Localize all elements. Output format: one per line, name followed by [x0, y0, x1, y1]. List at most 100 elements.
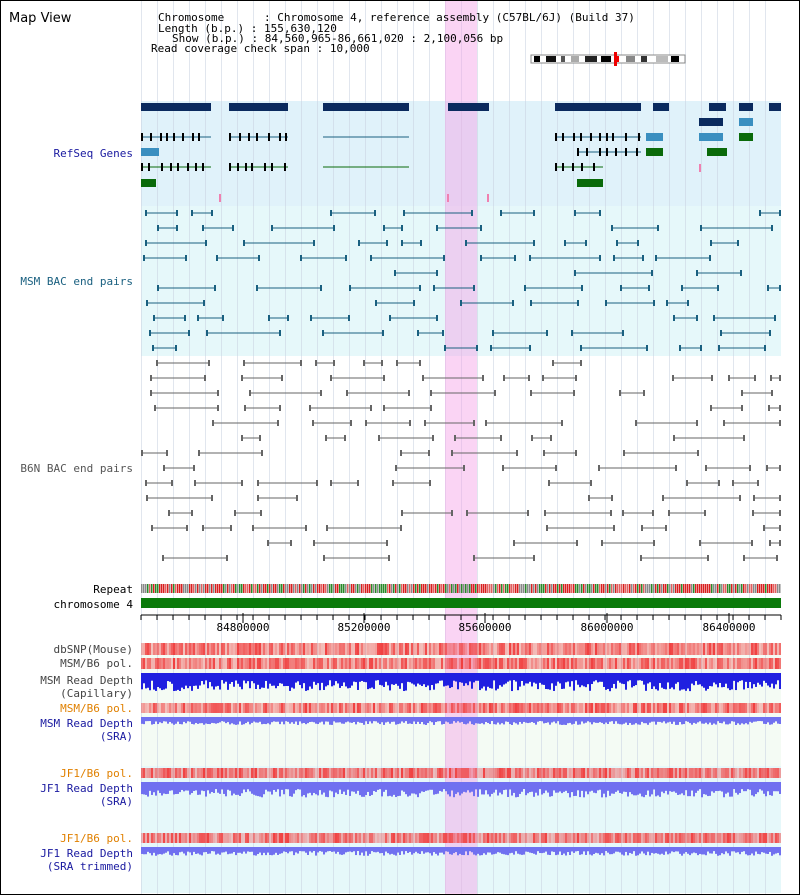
msm-pol2-bin	[779, 703, 781, 713]
jf1-trim-depth-bin	[749, 847, 751, 856]
jf1-sra-depth-bin	[405, 782, 407, 795]
jf1-sra-depth-bin	[711, 782, 713, 792]
msm-cap-depth-bin	[569, 673, 571, 687]
jf1-depth-sra-label[interactable]: JF1 Read Depth (SRA)	[40, 782, 133, 808]
msm-depth-sra-label[interactable]: MSM Read Depth (SRA)	[40, 717, 133, 743]
jf1-b6-pol-2-label[interactable]: JF1/B6 pol.	[60, 832, 133, 845]
b6n-bac-end	[383, 405, 385, 411]
msm-cap-depth-bin	[481, 673, 483, 689]
jf1-pol-bin	[329, 768, 331, 778]
msm-pol-bin	[413, 658, 415, 669]
jf1-pol2-bin	[163, 833, 165, 843]
msm-b6-pol-label[interactable]: MSM/B6 pol.	[60, 657, 133, 670]
dbsnp-bin	[661, 643, 663, 655]
msm-sra-depth-bin	[169, 717, 171, 722]
msm-bac-end	[330, 210, 332, 216]
msm-pol2-bin	[355, 703, 357, 713]
msm-bac-end	[779, 210, 781, 216]
b6n-bac-end	[409, 420, 411, 426]
b6n-bac-end	[211, 495, 213, 501]
msm-cap-depth-bin	[355, 673, 357, 683]
jf1-sra-depth-bin	[197, 782, 199, 795]
msm-pol-bin	[325, 658, 327, 669]
refseq-genes-label[interactable]: RefSeq Genes	[53, 147, 133, 160]
msm-cap-depth-bin	[717, 673, 719, 688]
dbsnp-bin	[519, 643, 521, 655]
jf1-trim-depth-bin	[303, 847, 305, 852]
msm-pol-bin	[181, 658, 183, 669]
msm-bac-end	[444, 345, 446, 351]
jf1-pol-bin	[279, 768, 281, 778]
dbsnp-bin	[391, 643, 393, 655]
msm-cap-depth-bin	[611, 673, 613, 688]
b6n-bac-end	[141, 450, 143, 456]
repeat-element	[213, 584, 215, 593]
repeat-label[interactable]: Repeat	[93, 583, 133, 596]
msm-pol2-bin	[549, 703, 551, 713]
msm-sra-depth-bin	[445, 717, 447, 722]
jf1-pol2-bin	[221, 833, 223, 843]
jf1-pol2-bin	[515, 833, 517, 843]
msm-pol-bin	[329, 658, 331, 669]
b6n-bac-end	[530, 390, 532, 396]
msm-cap-depth-bin	[667, 673, 669, 683]
msm-cap-depth-bin	[753, 673, 755, 685]
msm-pol2-bin	[489, 703, 491, 713]
dbsnp-bin	[665, 643, 667, 655]
msm-bac-label[interactable]: MSM BAC end pairs	[20, 275, 133, 288]
jf1-pol2-bin	[755, 833, 757, 843]
jf1-pol-bin	[617, 768, 619, 778]
b6n-bac-end	[252, 525, 254, 531]
dbsnp-label[interactable]: dbSNP(Mouse)	[53, 643, 133, 656]
repeat-element	[319, 584, 321, 593]
msm-pol-bin	[729, 658, 731, 669]
jf1-b6-pol-label[interactable]: JF1/B6 pol.	[60, 767, 133, 780]
msm-pol-bin	[571, 658, 573, 669]
msm-pol2-bin	[749, 703, 751, 713]
dbsnp-bin	[483, 643, 485, 655]
repeat-element	[623, 584, 625, 593]
msm-b6-pol-2-label[interactable]: MSM/B6 pol.	[60, 702, 133, 715]
msm-cap-depth-bin	[583, 673, 585, 687]
jf1-pol-bin	[597, 768, 599, 778]
jf1-pol-bin	[367, 768, 369, 778]
msm-cap-depth-bin	[237, 673, 239, 684]
msm-pol2-bin	[503, 703, 505, 713]
jf1-sra-depth-bin	[475, 782, 477, 790]
msm-pol2-bin	[587, 703, 589, 713]
repeat-element	[365, 584, 367, 593]
msm-cap-depth-bin	[751, 673, 753, 689]
msm-depth-cap-label[interactable]: MSM Read Depth (Capillary)	[40, 674, 133, 700]
jf1-pol2-bin	[759, 833, 761, 843]
jf1-depth-trim-label[interactable]: JF1 Read Depth (SRA trimmed)	[40, 847, 133, 873]
jf1-trim-depth-bin	[385, 847, 387, 852]
b6n-bac-label[interactable]: B6N BAC end pairs	[20, 462, 133, 475]
jf1-trim-depth-bin	[381, 847, 383, 854]
jf1-pol2-bin	[525, 833, 527, 843]
msm-pol-bin	[379, 658, 381, 669]
chromosome-label[interactable]: chromosome 4	[53, 598, 133, 611]
jf1-trim-depth-bin	[287, 847, 289, 854]
msm-pol-bin	[717, 658, 719, 669]
dbsnp-bin	[527, 643, 529, 655]
jf1-trim-depth-bin	[417, 847, 419, 854]
repeat-element	[307, 584, 309, 593]
dbsnp-bin	[541, 643, 543, 655]
msm-cap-depth-bin	[247, 673, 249, 682]
jf1-trim-depth-bin	[315, 847, 317, 856]
jf1-pol2-bin	[671, 833, 673, 843]
msm-pol2-bin	[595, 703, 597, 713]
jf1-trim-depth-bin	[329, 847, 331, 852]
region-highlight[interactable]	[445, 1, 477, 894]
dbsnp-bin	[699, 643, 701, 655]
jf1-trim-depth-bin	[553, 847, 555, 852]
jf1-pol2-bin	[583, 833, 585, 843]
b6n-bac-end	[613, 525, 615, 531]
refseq-transcript-exon	[237, 163, 239, 171]
jf1-pol2-bin	[183, 833, 185, 843]
jf1-trim-depth-bin	[473, 847, 475, 855]
msm-sra-depth-bin	[343, 717, 345, 724]
b6n-bac-end	[381, 360, 383, 366]
msm-sra-depth-bin	[475, 717, 477, 724]
